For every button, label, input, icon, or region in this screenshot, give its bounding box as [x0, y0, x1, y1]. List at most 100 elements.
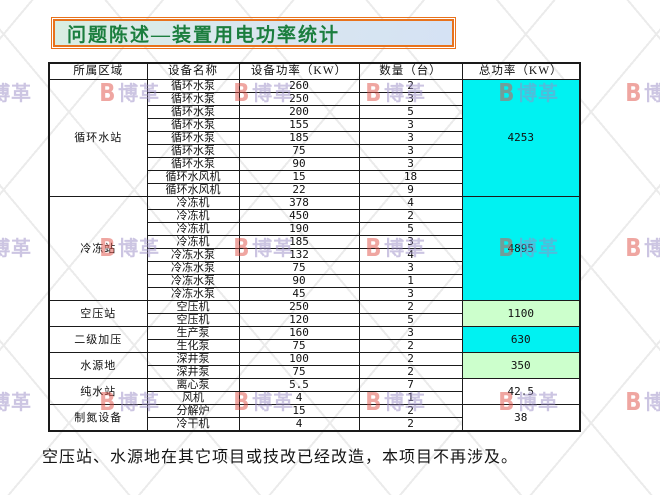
equipment-name-cell: 循环水泵: [146, 105, 240, 119]
column-header: 设备功率（KW）: [238, 62, 360, 80]
equipment-name-cell: 循环水泵: [146, 118, 240, 132]
power-cell: 45: [238, 287, 360, 301]
watermark: B博革: [0, 80, 32, 105]
quantity-cell: 4: [358, 248, 463, 262]
quantity-cell: 4: [358, 196, 463, 210]
power-cell: 4: [238, 417, 360, 432]
power-cell: 90: [238, 274, 360, 288]
quantity-cell: 2: [358, 209, 463, 223]
equipment-name-cell: 离心泵: [146, 378, 240, 392]
equipment-name-cell: 冷冻水泵: [146, 287, 240, 301]
area-cell: 纯水站: [48, 378, 148, 405]
equipment-name-cell: 循环水风机: [146, 170, 240, 184]
watermark: B博革: [624, 235, 660, 260]
power-cell: 185: [238, 235, 360, 249]
power-cell: 450: [238, 209, 360, 223]
total-power-cell: 42.5: [461, 378, 581, 405]
watermark: B博革: [624, 389, 660, 414]
power-cell: 100: [238, 352, 360, 366]
equipment-name-cell: 冷冻水泵: [146, 248, 240, 262]
table-row: 二级加压 生产泵 160 3 630: [48, 326, 581, 353]
power-cell: 75: [238, 144, 360, 158]
quantity-cell: 3: [358, 131, 463, 145]
equipment-name-cell: 分解炉: [146, 404, 240, 418]
quantity-cell: 7: [358, 378, 463, 392]
table-row: 空压站 空压机 250 2 1100: [48, 300, 581, 327]
equipment-name-cell: 生产泵: [146, 326, 240, 340]
total-power-cell: 350: [461, 352, 581, 379]
equipment-name-cell: 冷冻机: [146, 235, 240, 249]
power-cell: 15: [238, 170, 360, 184]
watermark-text: 博革: [644, 389, 660, 414]
equipment-name-cell: 循环水泵: [146, 131, 240, 145]
quantity-cell: 3: [358, 261, 463, 275]
table-body: 循环水站 循环水泵 260 2 4253 循环水泵 250 3 循环水泵 200 5 循环水泵 155 3…: [48, 79, 581, 432]
area-cell: 空压站: [48, 300, 148, 327]
power-cell: 4: [238, 391, 360, 405]
table-row: 纯水站 离心泵 5.5 7 42.5: [48, 378, 581, 405]
quantity-cell: 2: [358, 300, 463, 314]
power-cell: 75: [238, 261, 360, 275]
power-cell: 75: [238, 339, 360, 353]
page-title: 问题陈述—装置用电功率统计: [67, 24, 341, 46]
watermark-text: 博革: [644, 80, 660, 105]
equipment-name-cell: 循环水风机: [146, 183, 240, 197]
quantity-cell: 3: [358, 118, 463, 132]
power-cell: 5.5: [238, 378, 360, 392]
quantity-cell: 2: [358, 352, 463, 366]
quantity-cell: 3: [358, 157, 463, 171]
quantity-cell: 3: [358, 92, 463, 106]
power-cell: 75: [238, 365, 360, 379]
power-cell: 200: [238, 105, 360, 119]
power-cell: 260: [238, 79, 360, 93]
area-cell: 二级加压: [48, 326, 148, 353]
quantity-cell: 9: [358, 183, 463, 197]
power-cell: 190: [238, 222, 360, 236]
bogee-logo-icon: B: [625, 78, 641, 107]
watermark-text: 博革: [0, 80, 33, 105]
total-power-cell: 630: [461, 326, 581, 353]
slide-title-bar: 问题陈述—装置用电功率统计: [51, 17, 456, 49]
table-row: 冷冻站 冷冻机 378 4 4895: [48, 196, 581, 301]
power-cell: 160: [238, 326, 360, 340]
area-cell: 水源地: [48, 352, 148, 379]
table-header-row: 所属区域 设备名称 设备功率（KW） 数量（台） 总功率（KW）: [48, 62, 581, 80]
equipment-name-cell: 循环水泵: [146, 79, 240, 93]
column-header: 数量（台）: [358, 62, 463, 80]
column-header: 所属区域: [48, 62, 148, 80]
quantity-cell: 3: [358, 326, 463, 340]
quantity-cell: 5: [358, 105, 463, 119]
equipment-name-cell: 冷干机: [146, 417, 240, 432]
total-power-cell: 38: [461, 404, 581, 432]
total-power-cell: 4895: [461, 196, 581, 301]
equipment-name-cell: 冷冻机: [146, 196, 240, 210]
quantity-cell: 1: [358, 391, 463, 405]
equipment-name-cell: 循环水泵: [146, 144, 240, 158]
total-power-cell: 1100: [461, 300, 581, 327]
quantity-cell: 5: [358, 313, 463, 327]
quantity-cell: 2: [358, 339, 463, 353]
power-cell: 155: [238, 118, 360, 132]
equipment-name-cell: 深井泵: [146, 352, 240, 366]
power-cell: 132: [238, 248, 360, 262]
watermark-text: 博革: [0, 389, 33, 414]
equipment-name-cell: 循环水泵: [146, 157, 240, 171]
equipment-name-cell: 冷冻机: [146, 222, 240, 236]
bogee-logo-icon: B: [625, 387, 641, 416]
equipment-name-cell: 冷冻机: [146, 209, 240, 223]
area-cell: 冷冻站: [48, 196, 148, 301]
column-header: 设备名称: [146, 62, 240, 80]
equipment-name-cell: 风机: [146, 391, 240, 405]
quantity-cell: 2: [358, 365, 463, 379]
table-row: 制氮设备 分解炉 15 2 38: [48, 404, 581, 432]
power-cell: 250: [238, 92, 360, 106]
quantity-cell: 3: [358, 235, 463, 249]
watermark: B博革: [0, 389, 32, 414]
area-cell: 制氮设备: [48, 404, 148, 432]
power-cell: 15: [238, 404, 360, 418]
quantity-cell: 2: [358, 417, 463, 432]
footnote: 空压站、水源地在其它项目或技改已经改造，本项目不再涉及。: [42, 449, 519, 466]
power-table: 所属区域 设备名称 设备功率（KW） 数量（台） 总功率（KW） 循环水站 循环水泵 260…: [48, 62, 581, 432]
power-cell: 120: [238, 313, 360, 327]
bogee-logo-icon: B: [625, 233, 641, 262]
